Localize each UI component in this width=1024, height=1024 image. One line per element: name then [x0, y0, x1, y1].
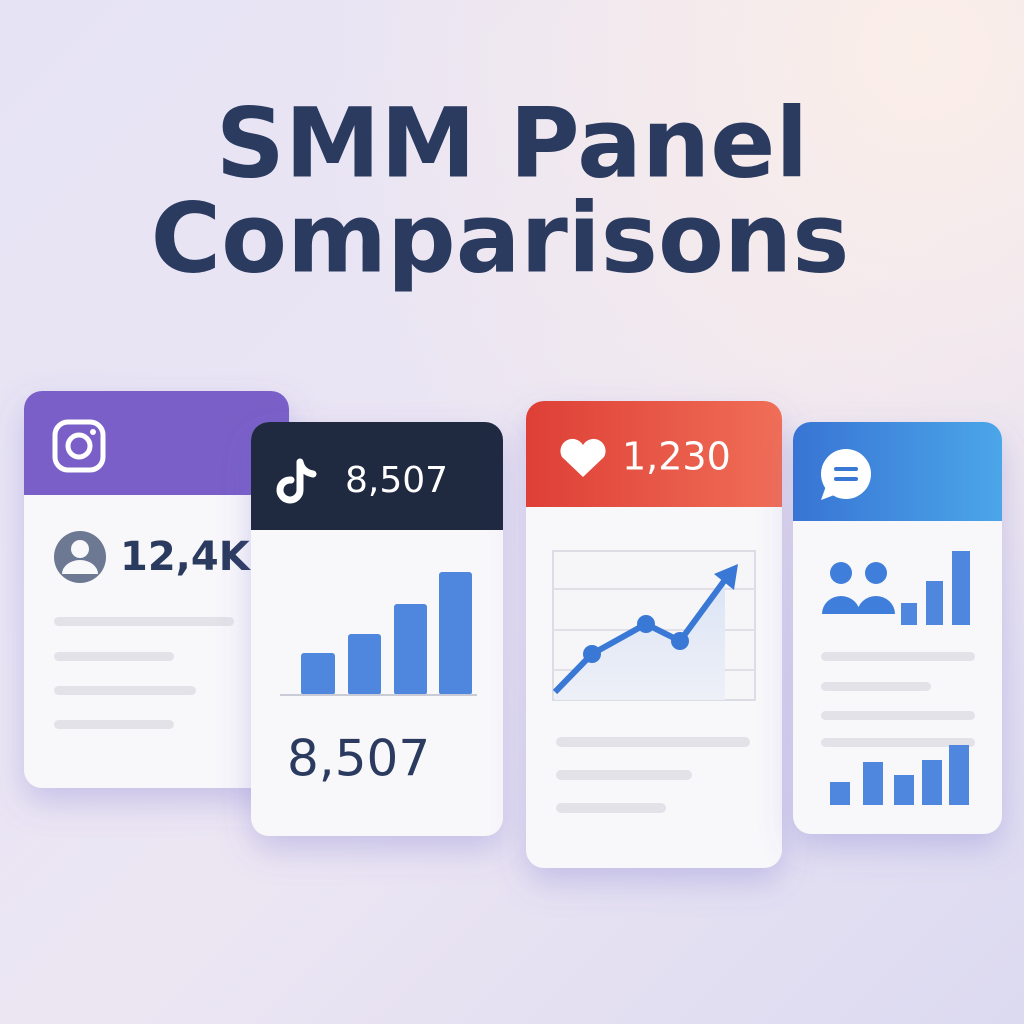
tiktok-card: 8,507 8,507	[251, 422, 503, 836]
bar-illustration	[280, 572, 477, 696]
placeholder-line	[556, 770, 692, 780]
placeholder-line	[821, 652, 975, 661]
placeholder-line	[54, 617, 234, 626]
placeholder-line	[556, 737, 750, 747]
title-line: Comparisons	[151, 182, 850, 294]
line-illustration	[552, 550, 756, 701]
title-line: SMM Panel	[216, 87, 809, 199]
people-icon	[822, 562, 895, 614]
card-header	[251, 422, 503, 530]
avatar-icon	[54, 531, 106, 583]
likes-card: 1,230	[526, 401, 782, 868]
like-count: 1,230	[622, 435, 731, 479]
placeholder-line	[54, 720, 174, 729]
instagram-card: 12,4K	[24, 391, 289, 788]
placeholder-line	[821, 682, 931, 691]
instagram-icon-dot	[90, 429, 96, 435]
placeholder-line	[821, 711, 975, 720]
card-body	[793, 422, 1002, 834]
placeholder-line	[54, 652, 174, 661]
follower-count: 12,4K	[120, 534, 252, 580]
bar-illustration	[830, 745, 969, 805]
card-header	[24, 391, 289, 495]
chat-icon	[821, 449, 871, 500]
placeholder-line	[54, 686, 196, 695]
view-count: 8,507	[287, 730, 430, 788]
messages-card	[793, 422, 1002, 834]
bar-illustration	[901, 551, 970, 625]
tiktok-icon	[276, 458, 317, 504]
instagram-icon	[52, 419, 106, 473]
header-stat: 8,507	[345, 460, 448, 501]
placeholder-line	[821, 738, 975, 747]
placeholder-line	[556, 803, 666, 813]
heart-icon	[560, 438, 606, 477]
